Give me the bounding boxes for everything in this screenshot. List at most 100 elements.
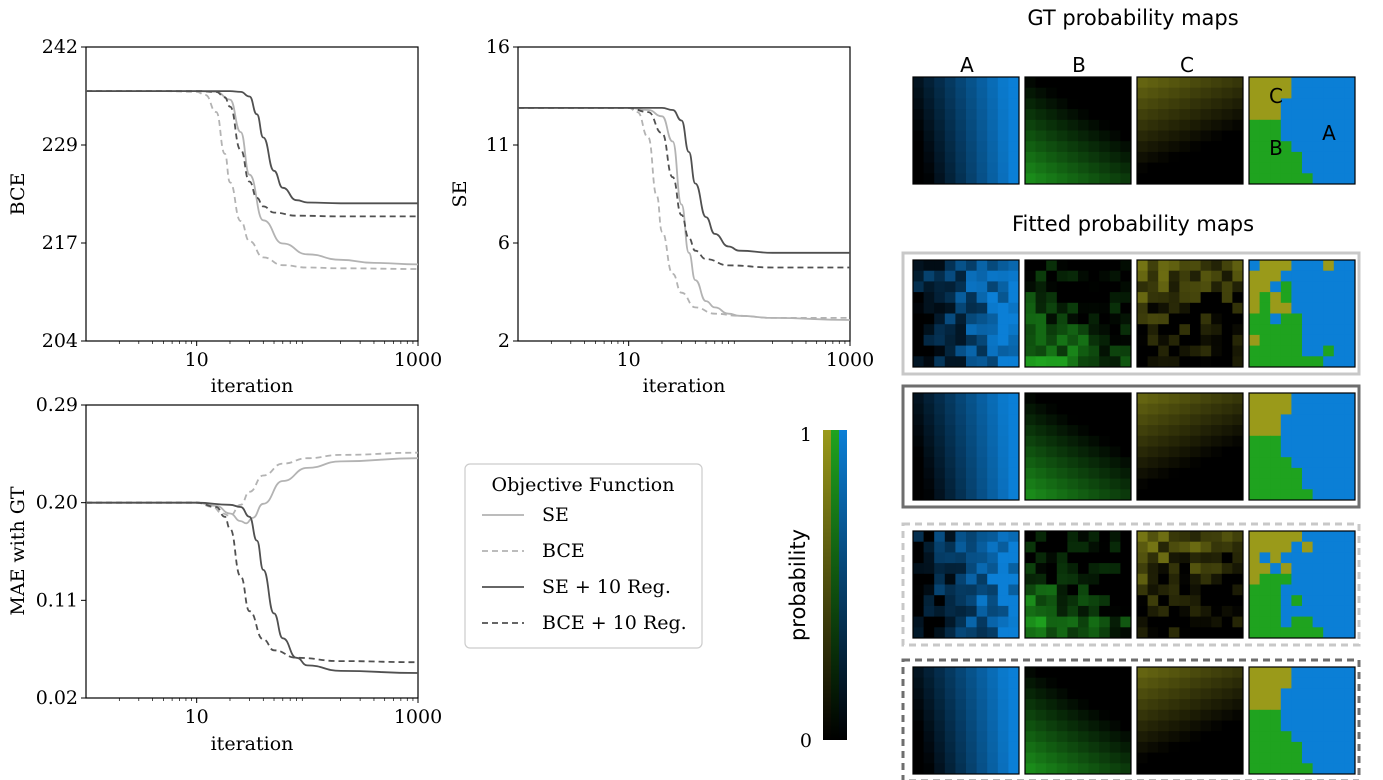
map-cell xyxy=(997,616,1009,628)
map-cell xyxy=(1147,446,1159,458)
map-cell xyxy=(1259,313,1271,325)
map-cell xyxy=(1120,403,1132,415)
map-cell xyxy=(1302,87,1313,99)
map-cell xyxy=(1291,699,1303,711)
map-cell xyxy=(955,446,967,458)
map-cell xyxy=(1078,752,1089,764)
map-cell xyxy=(944,741,956,753)
map-cell xyxy=(1008,627,1020,639)
map-cell xyxy=(1259,573,1271,585)
map-cell xyxy=(1333,763,1345,775)
map-cell xyxy=(1168,313,1180,325)
map-cell xyxy=(1147,119,1159,131)
map-cell xyxy=(944,435,956,447)
map-cell xyxy=(1056,98,1068,110)
map-cell xyxy=(1147,87,1159,99)
map-cell xyxy=(944,109,956,121)
map-cell xyxy=(1291,425,1303,437)
prob-map-a xyxy=(912,392,1020,501)
map-cell xyxy=(1344,425,1356,437)
map-cell xyxy=(1323,457,1335,469)
map-cell xyxy=(1067,616,1079,628)
map-cell xyxy=(1221,313,1233,325)
map-cell xyxy=(1088,356,1100,368)
map-cell xyxy=(1302,393,1313,405)
map-cell xyxy=(944,270,956,282)
map-cell xyxy=(1270,270,1282,282)
map-cell xyxy=(1190,173,1201,185)
map-cell xyxy=(1008,119,1020,131)
map-cell xyxy=(1249,77,1260,89)
map-cell xyxy=(1232,552,1244,564)
map-cell xyxy=(1270,292,1282,304)
map-cell xyxy=(987,763,999,775)
map-cell xyxy=(1035,334,1047,346)
map-cell xyxy=(966,414,977,426)
map-cell xyxy=(1025,260,1036,272)
map-cell xyxy=(1312,173,1324,185)
map-cell xyxy=(1120,731,1132,743)
map-cell xyxy=(966,98,977,110)
map-cell xyxy=(1323,141,1335,153)
map-cell xyxy=(1120,467,1132,479)
map-cell xyxy=(923,260,935,272)
map-cell xyxy=(1190,109,1201,121)
series-line xyxy=(86,501,419,674)
map-cell xyxy=(1280,260,1292,272)
map-cell xyxy=(987,677,999,689)
map-cell xyxy=(944,281,956,293)
map-cell xyxy=(1147,541,1159,553)
map-cell xyxy=(1211,552,1223,564)
map-cell xyxy=(1067,87,1079,99)
map-cell xyxy=(1168,141,1180,153)
map-cell xyxy=(1078,595,1089,607)
map-cell xyxy=(944,627,956,639)
map-cell xyxy=(976,260,988,272)
map-cell xyxy=(997,313,1009,325)
map-cell xyxy=(1333,109,1345,121)
map-cell xyxy=(1249,292,1260,304)
map-cell xyxy=(1259,324,1271,336)
map-cell xyxy=(1291,356,1303,368)
y-tick-label: 217 xyxy=(42,232,78,254)
map-cell xyxy=(966,260,977,272)
map-cell xyxy=(1109,741,1121,753)
map-cell xyxy=(1232,302,1244,314)
map-cell xyxy=(1211,595,1223,607)
map-cell xyxy=(1120,763,1132,775)
map-cell xyxy=(1035,109,1047,121)
map-cell xyxy=(987,356,999,368)
map-cell xyxy=(1137,356,1148,368)
map-cell xyxy=(1302,162,1313,174)
map-cell xyxy=(1046,489,1058,501)
map-cell xyxy=(1137,677,1148,689)
map-cell xyxy=(1249,270,1260,282)
map-cell xyxy=(1200,334,1212,346)
map-cell xyxy=(1088,741,1100,753)
legend-entry-label: BCE xyxy=(542,540,585,562)
map-cell xyxy=(1179,151,1191,163)
map-cell xyxy=(1137,605,1148,617)
map-cell xyxy=(1249,541,1260,553)
map-cell xyxy=(1249,119,1260,131)
map-cell xyxy=(1137,467,1148,479)
map-cell xyxy=(1158,270,1170,282)
map-cell xyxy=(997,109,1009,121)
map-cell xyxy=(1099,77,1111,89)
map-cell xyxy=(1211,720,1223,732)
map-cell xyxy=(1211,563,1223,575)
map-cell xyxy=(1211,98,1223,110)
map-cell xyxy=(913,616,924,628)
map-cell xyxy=(1323,699,1335,711)
map-cell xyxy=(955,77,967,89)
map-cell xyxy=(1270,334,1282,346)
map-cell xyxy=(997,292,1009,304)
map-cell xyxy=(934,563,946,575)
map-cell xyxy=(955,87,967,99)
map-cell xyxy=(1344,109,1356,121)
map-cell xyxy=(1280,616,1292,628)
map-cell xyxy=(1323,87,1335,99)
map-cell xyxy=(1302,173,1313,185)
map-cell xyxy=(966,435,977,447)
map-cell xyxy=(1109,324,1121,336)
